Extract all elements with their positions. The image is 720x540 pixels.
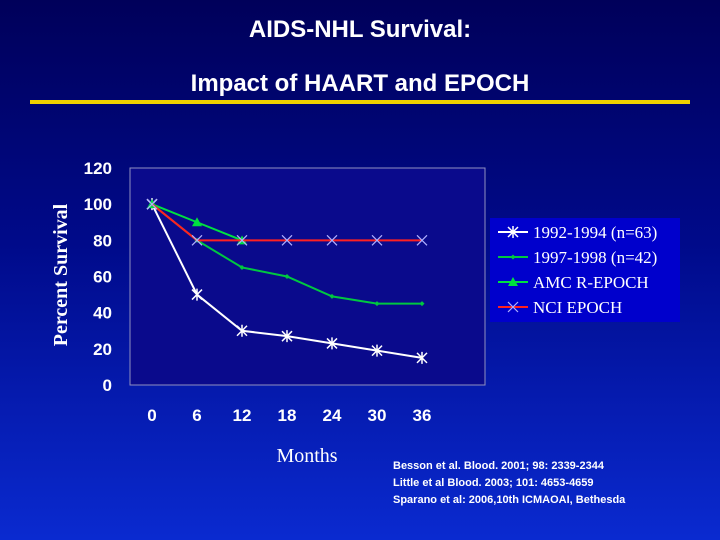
data-point <box>236 324 248 337</box>
y-tick-label: 100 <box>84 195 112 214</box>
x-axis-label: Months <box>276 445 337 467</box>
data-point <box>419 301 425 307</box>
x-tick-label: 6 <box>192 406 201 425</box>
data-point <box>191 288 203 301</box>
y-tick-label: 60 <box>93 268 112 287</box>
legend-marker <box>507 301 519 313</box>
citations: Besson et al. Blood. 2001; 98: 2339-2344… <box>393 458 625 509</box>
slide-subtitle: Impact of HAART and EPOCH <box>190 70 530 97</box>
legend-box <box>490 218 680 322</box>
data-point <box>146 198 158 210</box>
data-point <box>239 264 245 270</box>
legend-label: 1997-1998 (n=42) <box>533 248 657 267</box>
data-point <box>236 234 248 246</box>
y-tick-label: 20 <box>93 340 112 359</box>
data-point <box>326 337 338 350</box>
title-underline <box>30 100 690 104</box>
y-tick-label: 40 <box>93 304 112 323</box>
data-point <box>416 351 428 364</box>
legend-label: NCI EPOCH <box>533 298 622 317</box>
data-point <box>371 234 383 246</box>
x-tick-label: 30 <box>368 406 387 425</box>
data-point <box>326 234 338 246</box>
data-point <box>416 234 428 246</box>
citation-line: Little et al Blood. 2003; 101: 4653-4659 <box>393 477 594 489</box>
legend-marker <box>510 254 516 260</box>
citation-line: Besson et al. Blood. 2001; 98: 2339-2344 <box>393 460 604 472</box>
y-tick-label: 0 <box>103 376 112 395</box>
citation-line: Sparano et al: 2006,10th ICMAOAI, Bethes… <box>393 494 626 506</box>
plot-area <box>129 167 486 386</box>
legend-label: AMC R-EPOCH <box>533 273 649 292</box>
x-tick-label: 24 <box>323 406 342 425</box>
data-point <box>374 301 380 307</box>
legend-marker <box>508 277 518 286</box>
data-point <box>371 344 383 357</box>
slide-title: AIDS-NHL Survival: <box>248 16 472 43</box>
data-point <box>281 330 293 343</box>
y-tick-label: 120 <box>84 159 112 178</box>
x-tick-label: 0 <box>147 406 156 425</box>
data-point <box>192 217 202 227</box>
data-point <box>281 234 293 246</box>
data-point <box>284 274 290 279</box>
data-point <box>191 234 203 246</box>
y-tick-label: 80 <box>93 231 112 250</box>
legend-marker <box>507 226 519 238</box>
x-tick-label: 12 <box>233 406 252 425</box>
y-axis-label: Percent Survival <box>50 203 72 346</box>
x-tick-label: 36 <box>413 406 432 425</box>
x-tick-label: 18 <box>278 406 297 425</box>
legend-label: 1992-1994 (n=63) <box>533 223 657 242</box>
data-point <box>329 293 335 299</box>
